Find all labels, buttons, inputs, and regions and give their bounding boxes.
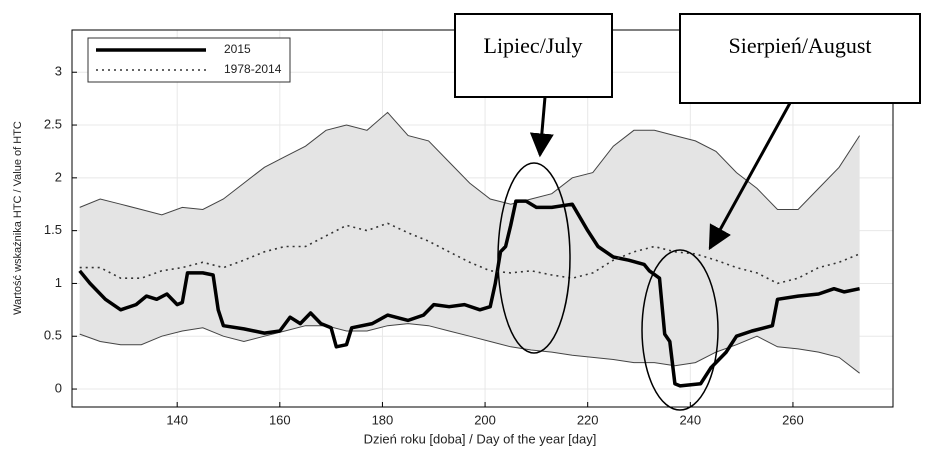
x-tick-label: 240 [679,412,701,427]
band-edge [79,111,861,216]
x-axis-label: Dzień roku [doba] / Day of the year [day… [364,431,597,446]
series-line [79,222,860,285]
y-tick-label: 0.5 [44,328,62,343]
y-tick-label: 2.5 [44,116,62,131]
y-tick-label: 1.5 [44,222,62,237]
x-tick-label: 140 [166,412,188,427]
y-tick-label: 1 [55,275,62,290]
legend: 2015 1978-2014 [87,37,291,83]
y-tick-label: 2 [55,169,62,184]
x-tick-label: 180 [372,412,394,427]
legend-label: 2015 [224,42,251,56]
y-tick-label: 3 [55,64,62,79]
annotation-box [454,13,613,98]
highlight-ellipse [641,249,719,411]
y-axis-label: Wartość wskaźnika HTC / Value of HTC [12,121,24,315]
legend-label: 1978-2014 [224,62,282,76]
annotation-box [679,13,921,104]
x-tick-label: 200 [474,412,496,427]
arrow [529,96,554,158]
range-band [79,112,860,374]
arrow [708,102,792,251]
highlight-ellipse [497,162,571,354]
x-tick-label: 220 [577,412,599,427]
y-tick-label: 0 [55,380,62,395]
legend-box [87,37,291,83]
x-tick-label: 160 [269,412,291,427]
x-tick-label: 260 [782,412,804,427]
series-line [78,199,860,388]
annotation: Lipiec/July [484,33,583,58]
annotation: Sierpień/August [729,33,872,58]
